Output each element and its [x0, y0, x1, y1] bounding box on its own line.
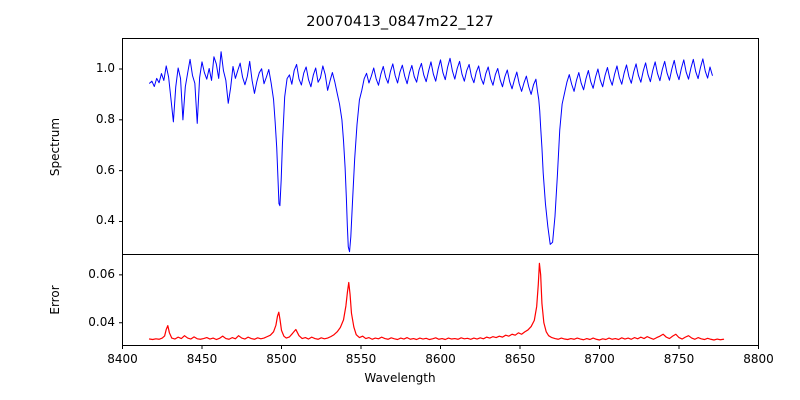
- xlabel: Wavelength: [364, 371, 436, 385]
- error-panel-ytick-label: 0.04: [88, 314, 115, 329]
- xtick-label: 8500: [266, 351, 297, 366]
- spectrum-panel-ytick-label: 0.4: [95, 213, 115, 228]
- figure-title: 20070413_0847m22_127: [306, 14, 494, 30]
- error-line: [148, 262, 725, 341]
- error-panel-ylabel: Error: [48, 285, 62, 315]
- xtick-label: 8800: [743, 351, 774, 366]
- xtick-label: 8600: [425, 351, 456, 366]
- xtick-label: 8650: [504, 351, 536, 366]
- xtick-label: 8750: [663, 351, 695, 366]
- xtick-label: 8450: [186, 351, 218, 366]
- xtick-label: 8700: [584, 351, 615, 366]
- xtick-label: 8400: [107, 351, 138, 366]
- spectrum-panel-ylabel: Spectrum: [48, 117, 62, 176]
- spectrum-panel-ytick-label: 1.0: [95, 60, 115, 75]
- xtick-label: 8550: [345, 351, 377, 366]
- error-panel-frame: [122, 254, 759, 346]
- spectrum-line: [149, 51, 713, 253]
- spectrum-panel-ytick-label: 0.8: [95, 111, 115, 126]
- error-panel-ytick-label: 0.06: [88, 266, 115, 281]
- spectrum-panel-ytick-label: 0.6: [95, 162, 115, 177]
